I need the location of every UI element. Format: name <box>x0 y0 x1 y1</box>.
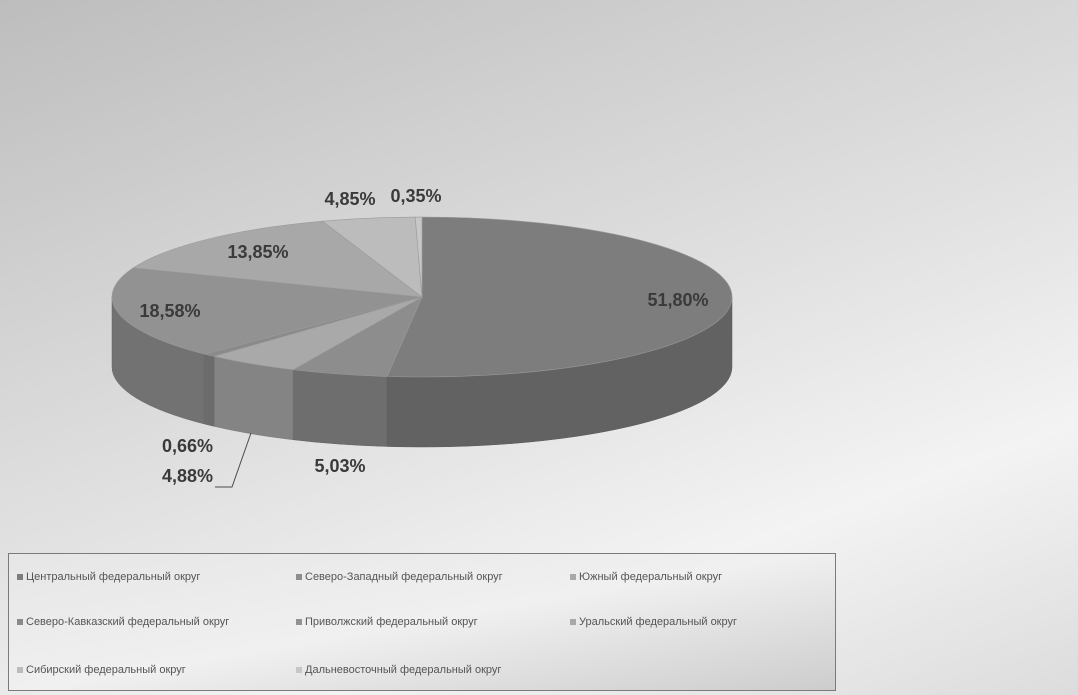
legend-swatch <box>17 619 23 625</box>
pie-slice-0 <box>386 216 733 378</box>
leader-line <box>215 432 252 488</box>
legend-label: Центральный федеральный округ <box>26 571 201 583</box>
legend-swatch <box>296 574 302 580</box>
legend-swatch <box>570 574 576 580</box>
legend-item-northwest: Северо-Западный федеральный округ <box>296 571 503 583</box>
legend-swatch <box>296 619 302 625</box>
legend-item-volga: Приволжский федеральный округ <box>296 616 478 628</box>
legend-item-far-east: Дальневосточный федеральный округ <box>296 664 501 676</box>
data-label-6: 4,85% <box>324 189 375 209</box>
pie-side-3 <box>204 353 215 427</box>
pie-chart: 51,80% 5,03% 4,88% 0,66% 18,58% 13,85% 4,85% 0,… <box>111 186 733 488</box>
pie-side-2 <box>213 355 294 441</box>
data-labels: 51,80% 5,03% 4,88% 0,66% 18,58% 13,85% 4,85% 0,… <box>139 186 709 488</box>
data-label-7: 0,35% <box>390 186 441 206</box>
legend-item-siberia: Сибирский федеральный округ <box>17 664 186 676</box>
data-label-1: 5,03% <box>314 456 365 476</box>
legend-swatch <box>17 667 23 673</box>
data-label-5: 13,85% <box>227 242 288 262</box>
legend-label: Дальневосточный федеральный округ <box>305 664 502 676</box>
legend-label: Южный федеральный округ <box>579 571 723 583</box>
legend-swatch <box>570 619 576 625</box>
legend-item-central: Центральный федеральный округ <box>17 571 200 583</box>
legend: Центральный федеральный округ Северо-Зап… <box>8 553 836 691</box>
legend-label: Северо-Кавказский федеральный округ <box>26 616 230 628</box>
legend-swatch <box>17 574 23 580</box>
legend-label: Сибирский федеральный округ <box>26 664 186 676</box>
data-label-0: 51,80% <box>647 290 708 310</box>
legend-swatch <box>296 667 302 673</box>
legend-label: Уральский федеральный округ <box>579 616 738 628</box>
legend-label: Приволжский федеральный округ <box>305 616 478 628</box>
pie-top-faces <box>111 216 733 378</box>
legend-item-ural: Уральский федеральный округ <box>570 616 737 628</box>
legend-label: Северо-Западный федеральный округ <box>305 571 503 583</box>
legend-item-north-caucasus: Северо-Кавказский федеральный округ <box>17 616 229 628</box>
pie-side-1 <box>292 369 388 447</box>
pie-slice-5 <box>132 220 424 298</box>
data-label-3: 0,66% <box>162 436 213 456</box>
pie-side-walls <box>111 296 733 448</box>
legend-item-south: Южный федеральный округ <box>570 571 722 583</box>
pie-slice-7 <box>414 216 423 298</box>
data-label-4: 18,58% <box>139 301 200 321</box>
data-label-2: 4,88% <box>162 466 213 486</box>
